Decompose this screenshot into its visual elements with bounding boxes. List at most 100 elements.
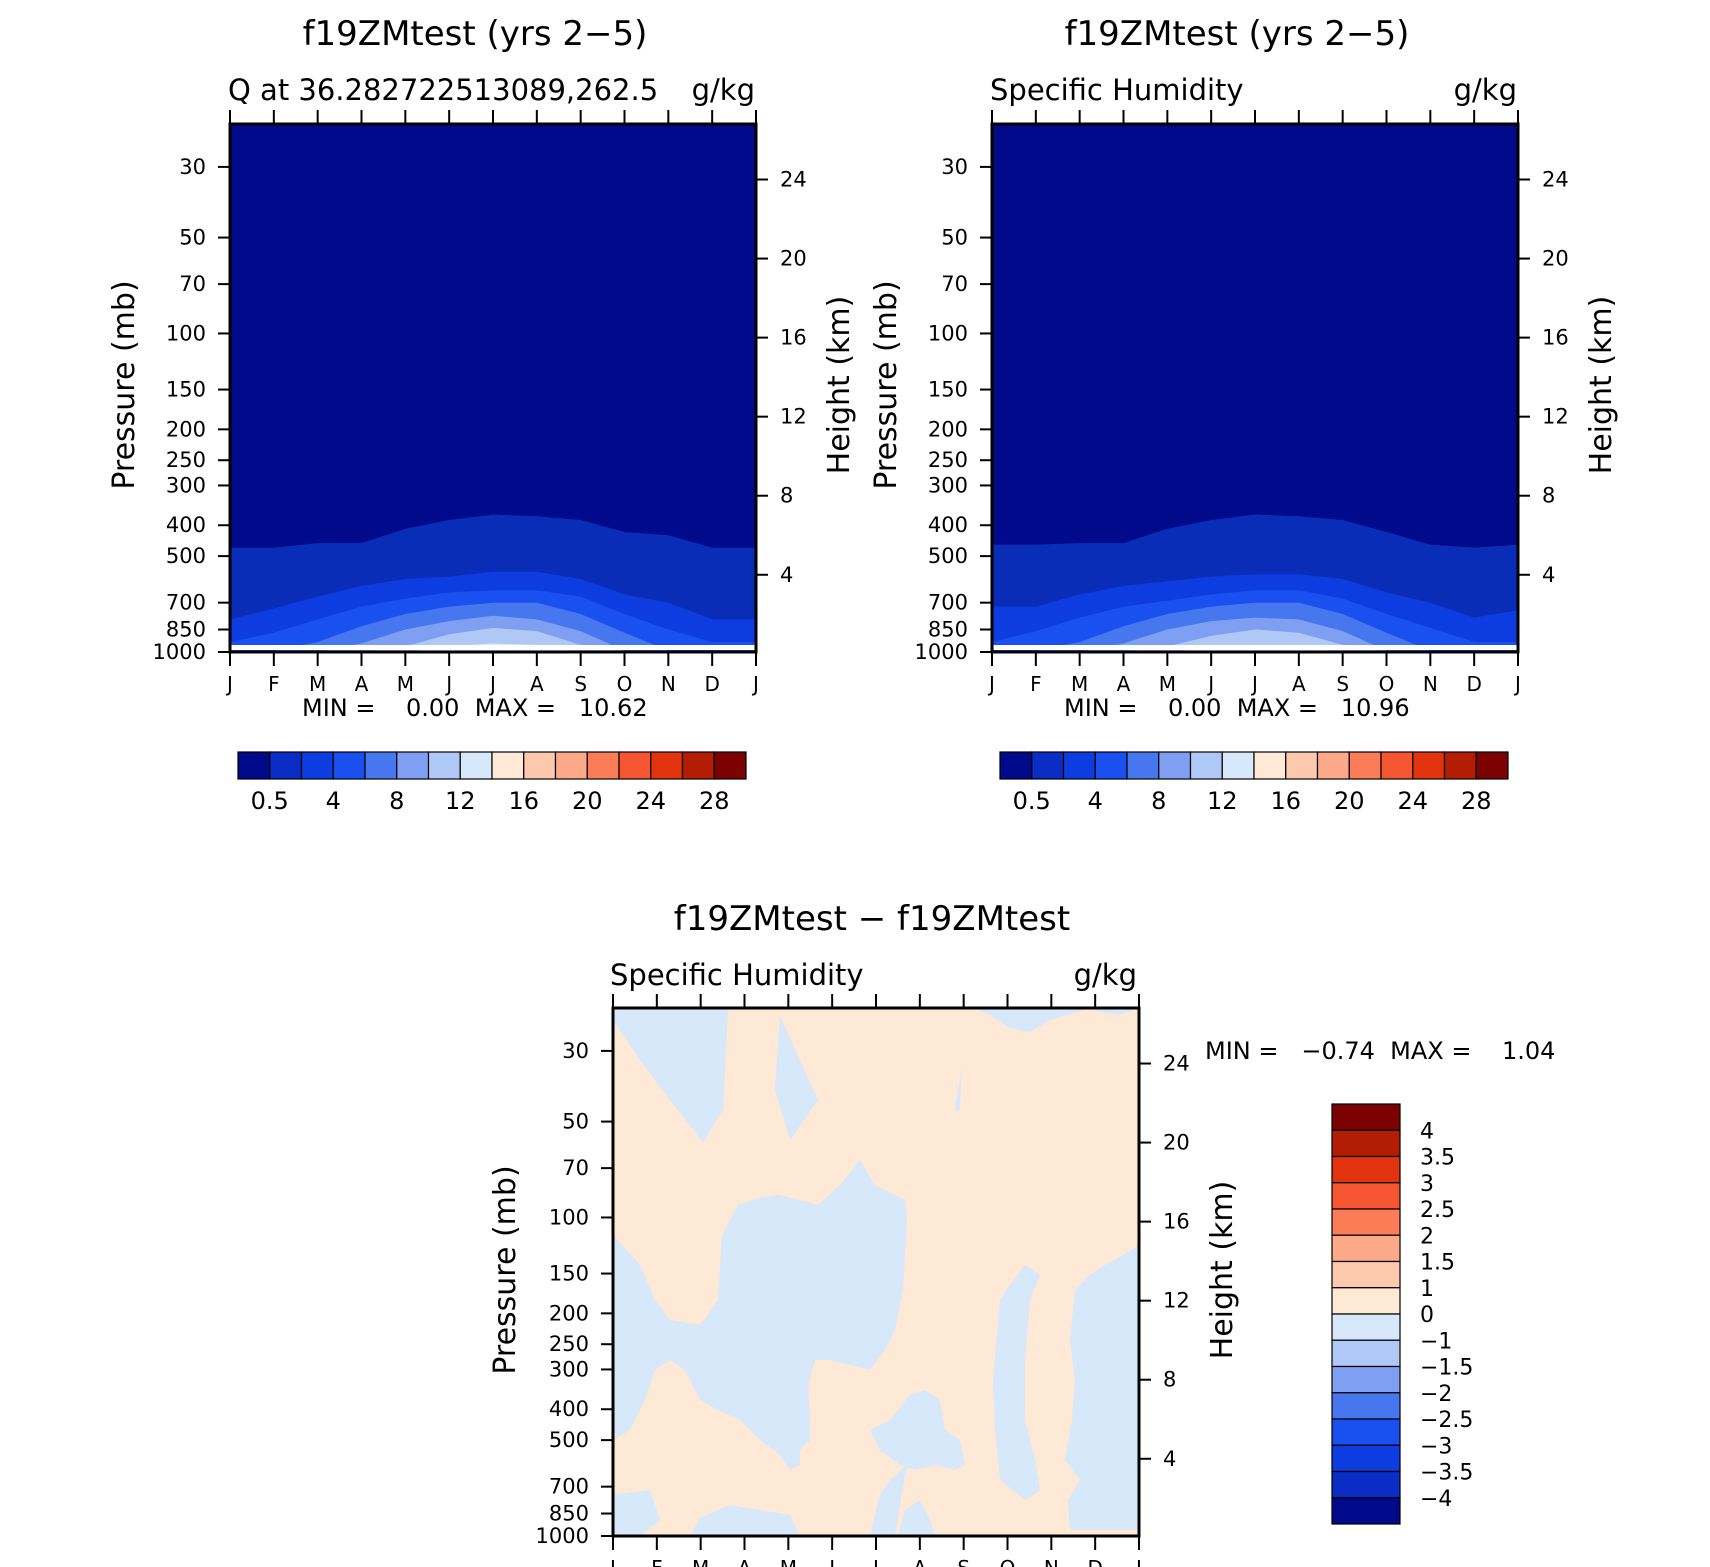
y-tick-label: 500 xyxy=(549,1428,589,1452)
colorbar-label: 8 xyxy=(1151,787,1166,815)
colorbar-label: 12 xyxy=(1207,787,1238,815)
y-tick-label: 70 xyxy=(179,272,206,296)
colorbar-box xyxy=(1331,1470,1401,1499)
colorbar-label: 20 xyxy=(1334,787,1365,815)
colorbar-label: −2.5 xyxy=(1420,1408,1473,1433)
colorbar-box xyxy=(1348,751,1382,780)
height-tick-label: 16 xyxy=(1542,326,1569,350)
panel-2-ylabel-left: Pressure (mb) xyxy=(869,280,904,489)
panel-1-ylabel-left: Pressure (mb) xyxy=(107,280,142,489)
x-tick-label: F xyxy=(268,672,280,696)
y-tick-label: 700 xyxy=(166,591,206,615)
x-tick-label: S xyxy=(574,672,587,696)
colorbar-label: 0 xyxy=(1420,1303,1434,1328)
x-tick-label: O xyxy=(1379,672,1395,696)
colorbar-box xyxy=(1412,751,1446,780)
panel-1: f19ZMtest (yrs 2−5) Q at 36.2827225130​8… xyxy=(107,14,857,815)
colorbar-label: 24 xyxy=(635,787,666,815)
colorbar-label: 0.5 xyxy=(1013,787,1051,815)
y-tick-label: 400 xyxy=(166,513,206,537)
colorbar-label: −4 xyxy=(1420,1487,1452,1512)
panel-2-title: f19ZMtest (yrs 2−5) xyxy=(1065,14,1410,54)
y-tick-label: 100 xyxy=(549,1205,589,1229)
colorbar-label: 12 xyxy=(445,787,476,815)
contour-region-negative xyxy=(613,1490,660,1536)
colorbar-box xyxy=(1443,751,1477,780)
surface-gap xyxy=(992,645,1518,650)
panel-1-ylabel-right: Height (km) xyxy=(822,296,857,475)
colorbar-label: 3 xyxy=(1420,1172,1434,1197)
x-tick-label: M xyxy=(780,1556,797,1567)
panel-2: f19ZMtest (yrs 2−5) Specific Humidity g/… xyxy=(869,14,1619,815)
x-tick-label: J xyxy=(751,672,759,696)
colorbar-box xyxy=(332,751,366,780)
contour-region-negative xyxy=(613,1008,728,1142)
colorbar-label: 1 xyxy=(1420,1277,1434,1302)
panel-1-colorbar: 0.5 4 8 12 16 20 24 28 xyxy=(237,751,747,815)
y-tick-label: 150 xyxy=(549,1262,589,1286)
y-tick-label: 200 xyxy=(549,1301,589,1325)
y-tick-label: 400 xyxy=(549,1397,589,1421)
colorbar-box xyxy=(1189,751,1223,780)
x-tick-label: J xyxy=(444,672,452,696)
colorbar-box xyxy=(300,751,334,780)
y-tick-label: 300 xyxy=(928,473,968,497)
panel-2-subtitle-left: Specific Humidity xyxy=(990,73,1244,107)
panel-2-ylabel-right: Height (km) xyxy=(1584,296,1619,475)
y-tick-label: 30 xyxy=(562,1039,589,1063)
x-tick-label: J xyxy=(987,672,995,696)
colorbar-label: 3.5 xyxy=(1420,1146,1455,1171)
y-tick-label: 30 xyxy=(941,155,968,179)
contour-region-negative xyxy=(613,1160,907,1470)
height-tick-label: 20 xyxy=(780,247,807,271)
x-tick-label: A xyxy=(913,1556,927,1567)
contour-region-negative xyxy=(690,1505,800,1536)
x-tick-label: M xyxy=(397,672,414,696)
height-tick-label: 20 xyxy=(1163,1131,1190,1155)
colorbar-box xyxy=(713,751,747,780)
colorbar-box xyxy=(681,751,715,780)
panel-1-title: f19ZMtest (yrs 2−5) xyxy=(303,14,648,54)
contour-region-negative xyxy=(1090,1008,1139,1015)
colorbar-box xyxy=(1331,1234,1401,1263)
contour-band xyxy=(230,627,756,652)
height-tick-label: 16 xyxy=(780,326,807,350)
x-tick-label: A xyxy=(355,672,369,696)
x-tick-label: N xyxy=(1423,672,1438,696)
colorbar-box xyxy=(1094,751,1128,780)
x-tick-label: A xyxy=(738,1556,752,1567)
colorbar-box xyxy=(1331,1208,1401,1236)
panel-3-ylabel-right: Height (km) xyxy=(1205,1181,1240,1360)
y-tick-label: 150 xyxy=(166,378,206,402)
colorbar-label: 1.5 xyxy=(1420,1251,1455,1276)
y-tick-label: 850 xyxy=(549,1502,589,1526)
y-tick-label: 1000 xyxy=(536,1524,589,1548)
colorbar-box xyxy=(1331,1287,1401,1315)
height-tick-label: 4 xyxy=(1163,1447,1176,1471)
colorbar-label: 2.5 xyxy=(1420,1198,1455,1223)
colorbar-box xyxy=(1126,751,1160,780)
contour-region-negative xyxy=(955,1065,962,1110)
panel-2-minmax: MIN = 0.00 MAX = 10.96 xyxy=(1064,694,1410,722)
x-tick-label: A xyxy=(1292,672,1306,696)
surface-gap xyxy=(230,645,756,650)
y-tick-label: 700 xyxy=(549,1475,589,1499)
colorbar-box xyxy=(999,751,1033,780)
contour-region-negative xyxy=(898,1500,935,1536)
x-tick-label: J xyxy=(608,1556,616,1567)
y-tick-label: 200 xyxy=(166,417,206,441)
y-tick-label: 1000 xyxy=(153,640,206,664)
colorbar-box xyxy=(1331,1418,1401,1446)
panel-3-title: f19ZMtest − f19ZMtest xyxy=(674,899,1070,939)
colorbar-box xyxy=(1031,751,1065,780)
x-tick-label: D xyxy=(1087,1556,1102,1567)
colorbar-box xyxy=(586,751,620,780)
colorbar-label: −3.5 xyxy=(1420,1461,1473,1486)
x-tick-label: D xyxy=(1466,672,1481,696)
contour-region-negative xyxy=(993,1265,1040,1500)
colorbar-box xyxy=(554,751,588,780)
colorbar-box xyxy=(491,751,525,780)
